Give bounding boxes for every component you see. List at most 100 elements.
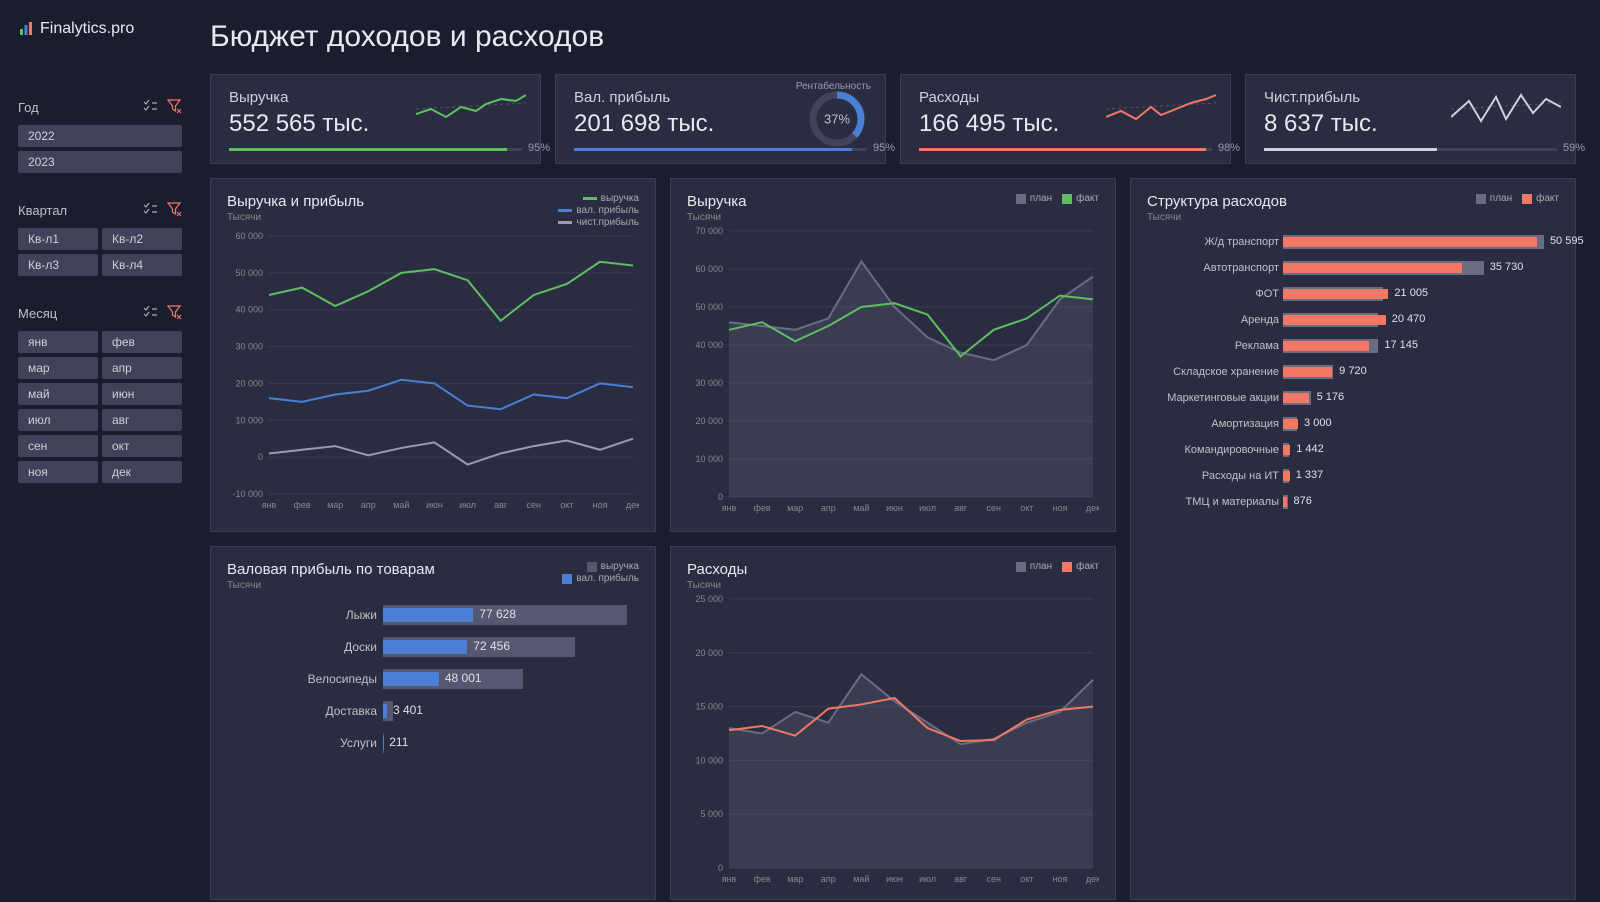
svg-text:50 000: 50 000 [695, 302, 723, 312]
svg-text:апр: апр [821, 874, 836, 884]
panel-subtitle: Тысячи [687, 580, 747, 591]
svg-text:30 000: 30 000 [235, 342, 263, 352]
panel-revenue: Выручка Тысячи планфакт 010 00020 00030 … [670, 178, 1116, 532]
bar-row: Доски 72 456 [227, 637, 639, 657]
svg-text:авг: авг [494, 500, 508, 510]
legend-item: факт [1522, 193, 1559, 204]
filter-chip[interactable]: май [18, 383, 98, 405]
bar-row: Амортизация 3 000 [1147, 415, 1559, 433]
filter-chip[interactable]: июл [18, 409, 98, 431]
legend-item: план [1016, 193, 1052, 204]
bar-row: Аренда 20 470 [1147, 311, 1559, 329]
panel-expenses: Расходы Тысячи планфакт 05 00010 00015 0… [670, 546, 1116, 900]
svg-text:июл: июл [919, 874, 936, 884]
filter-chip[interactable]: авг [102, 409, 182, 431]
filter-chip[interactable]: Кв-л1 [18, 228, 98, 250]
svg-text:ноя: ноя [592, 500, 607, 510]
filter-chip[interactable]: 2022 [18, 125, 182, 147]
panel-subtitle: Тысячи [227, 212, 364, 223]
svg-text:апр: апр [821, 503, 836, 513]
kpi-progress: 98% [919, 148, 1212, 151]
filter-chip[interactable]: июн [102, 383, 182, 405]
filter-year: Год 2022 2023 [18, 98, 182, 173]
clear-filter-icon[interactable] [166, 304, 182, 323]
legend-item: план [1016, 561, 1052, 572]
panel-subtitle: Тысячи [687, 212, 747, 223]
svg-text:30 000: 30 000 [695, 378, 723, 388]
clear-filter-icon[interactable] [166, 98, 182, 117]
panel-subtitle: Тысячи [227, 580, 435, 591]
svg-text:20 000: 20 000 [695, 648, 723, 658]
filter-chip[interactable]: Кв-л2 [102, 228, 182, 250]
svg-text:20 000: 20 000 [695, 416, 723, 426]
svg-text:окт: окт [1020, 874, 1033, 884]
svg-text:сен: сен [986, 503, 1001, 513]
multiselect-icon[interactable] [142, 201, 158, 220]
filter-chip[interactable]: апр [102, 357, 182, 379]
svg-text:июн: июн [886, 503, 903, 513]
legend-item: факт [1062, 193, 1099, 204]
svg-text:май: май [853, 874, 869, 884]
bar-row: Ж/д транспорт 50 595 [1147, 233, 1559, 251]
filter-chip[interactable]: Кв-л3 [18, 254, 98, 276]
panel-title: Валовая прибыль по товарам [227, 561, 435, 578]
svg-text:сен: сен [526, 500, 541, 510]
svg-text:ноя: ноя [1052, 503, 1067, 513]
svg-text:10 000: 10 000 [695, 755, 723, 765]
kpi-progress: 95% [574, 148, 867, 151]
svg-text:авг: авг [954, 874, 968, 884]
logo: Finalytics.pro [18, 20, 182, 38]
donut-chart: 37% [807, 89, 867, 149]
filter-month: Месяц янвфевмарапрмайиюниюлавгсеноктнояд… [18, 304, 182, 483]
svg-text:апр: апр [361, 500, 376, 510]
filter-chip[interactable]: окт [102, 435, 182, 457]
filter-chip[interactable]: ноя [18, 461, 98, 483]
legend-item: вал. прибыль [562, 573, 639, 584]
filter-chip[interactable]: сен [18, 435, 98, 457]
filter-year-title: Год [18, 100, 39, 115]
svg-text:0: 0 [258, 452, 263, 462]
line-chart: 05 00010 00015 00020 00025 000янвфевмара… [687, 595, 1099, 886]
filter-chip[interactable]: мар [18, 357, 98, 379]
filter-chip[interactable]: дек [102, 461, 182, 483]
svg-text:мар: мар [787, 874, 803, 884]
sparkline [416, 89, 526, 129]
svg-text:окт: окт [1020, 503, 1033, 513]
panel-subtitle: Тысячи [1147, 212, 1287, 223]
panel-title: Выручка [687, 193, 747, 210]
panel-expense-structure: Структура расходов Тысячи план факт Ж/д т… [1130, 178, 1576, 900]
filter-chip[interactable]: янв [18, 331, 98, 353]
filter-quarter-title: Квартал [18, 203, 67, 218]
sparkline [1451, 89, 1561, 129]
bar-row: ФОТ 21 005 [1147, 285, 1559, 303]
filter-chip[interactable]: Кв-л4 [102, 254, 182, 276]
filter-chip[interactable]: 2023 [18, 151, 182, 173]
svg-text:40 000: 40 000 [235, 305, 263, 315]
svg-text:25 000: 25 000 [695, 595, 723, 604]
multiselect-icon[interactable] [142, 98, 158, 117]
clear-filter-icon[interactable] [166, 201, 182, 220]
bar-row: ТМЦ и материалы 876 [1147, 493, 1559, 511]
svg-text:70 000: 70 000 [695, 227, 723, 236]
bar-row: Велосипеды 48 001 [227, 669, 639, 689]
multiselect-icon[interactable] [142, 304, 158, 323]
svg-text:10 000: 10 000 [695, 454, 723, 464]
svg-text:20 000: 20 000 [235, 378, 263, 388]
svg-text:мар: мар [327, 500, 343, 510]
svg-text:60 000: 60 000 [235, 232, 263, 241]
svg-text:мар: мар [787, 503, 803, 513]
svg-text:авг: авг [954, 503, 968, 513]
filter-chip[interactable]: фев [102, 331, 182, 353]
svg-text:фев: фев [753, 874, 770, 884]
svg-text:май: май [853, 503, 869, 513]
legend-item: план [1476, 193, 1512, 204]
svg-text:15 000: 15 000 [695, 702, 723, 712]
svg-text:июн: июн [426, 500, 443, 510]
kpi-progress: 59% [1264, 148, 1557, 151]
svg-text:5 000: 5 000 [700, 809, 723, 819]
svg-text:50 000: 50 000 [235, 268, 263, 278]
bar-row: Расходы на ИТ 1 337 [1147, 467, 1559, 485]
bar-row: Услуги 211 [227, 733, 639, 753]
svg-text:дек: дек [626, 500, 639, 510]
panel-title: Структура расходов [1147, 193, 1287, 210]
